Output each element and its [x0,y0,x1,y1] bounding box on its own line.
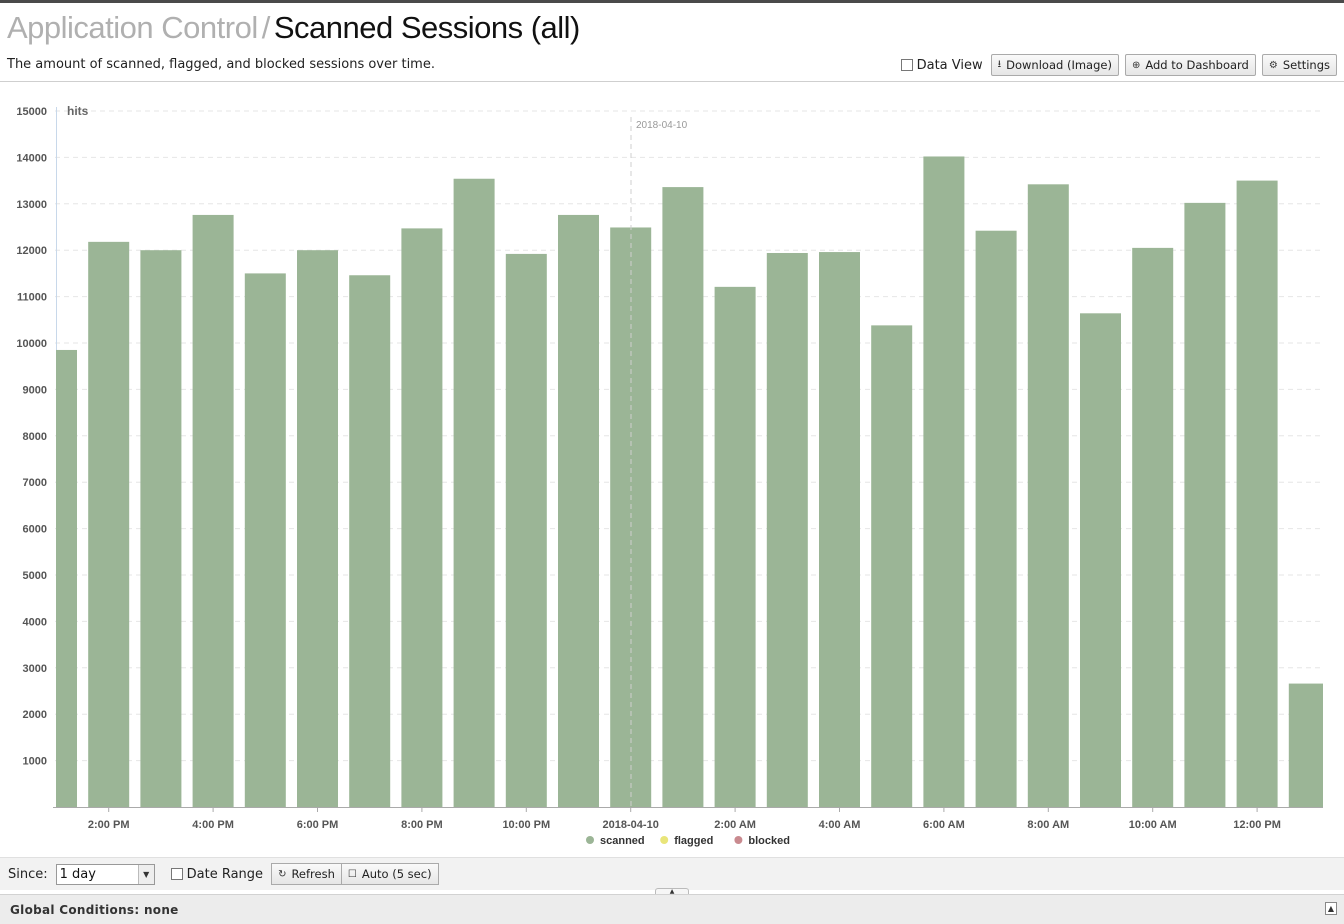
bar-scanned [297,250,338,807]
bar-scanned [453,178,495,807]
bar-scanned [766,252,808,807]
page-header: Application Control / Scanned Sessions (al… [7,8,580,48]
breadcrumb-section[interactable]: Application Control [7,10,258,45]
gear-icon: ⚙ [1268,59,1278,71]
auto-refresh-button[interactable]: ☐ Auto (5 sec) [341,863,439,885]
bar-scanned [56,349,77,807]
since-select[interactable]: 1 day ▼ [55,863,155,885]
y-tick-label: 9000 [23,384,47,396]
since-label: Since: [8,866,48,882]
bar-scanned [401,228,443,808]
panel-resize-handle[interactable]: ▲ [655,888,689,895]
y-tick-label: 15000 [16,106,47,118]
sessions-bar-chart: 1000 2000 3000 4000 5000 6000 7000 8000 9000 1000… [16,104,1323,847]
collapse-icon[interactable]: ▲ [1325,902,1337,915]
y-tick-label: 5000 [23,570,47,582]
x-tick-label: 6:00 AM [923,819,965,831]
x-tick-label: 8:00 PM [401,819,443,831]
chevron-down-icon[interactable]: ▼ [137,864,154,884]
bar-scanned [505,253,547,808]
y-tick-label: 12000 [16,245,47,257]
x-tick-label: 10:00 AM [1129,819,1177,831]
refresh-button[interactable]: ↻ Refresh [271,863,342,885]
legend-marker-blocked [734,836,743,844]
y-tick-label: 1000 [23,756,47,768]
y-tick-label: 6000 [23,524,47,536]
bar-scanned [1132,247,1174,807]
bar-scanned [140,250,182,807]
y-tick-label: 4000 [23,616,47,628]
since-select-value: 1 day [59,866,96,882]
bar-scanned [244,273,286,807]
bar-scanned [88,241,130,807]
x-tick-label: 12:00 PM [1233,819,1281,831]
data-view-label: Data View [916,57,983,73]
time-controls-bar: Since: 1 day ▼ Date Range ↻ Refresh ☐ Au… [0,858,1344,890]
bar-scanned [1080,313,1121,807]
x-tick-label: 6:00 PM [297,819,339,831]
global-conditions-bar[interactable]: Global Conditions: none ▲ [0,894,1344,924]
breadcrumb-separator: / [261,10,271,45]
x-tick-label: 2:00 AM [714,819,756,831]
settings-button[interactable]: ⚙ Settings [1261,54,1337,76]
y-axis-title: hits [67,104,89,118]
report-toolbar: Data View ⭳ Download (Image) ⊕ Add to Da… [900,54,1337,76]
download-icon: ⭳ [997,58,1002,70]
y-tick-label: 14000 [16,152,47,164]
bar-scanned [923,156,965,808]
bar-scanned [558,214,599,807]
page-title: Scanned Sessions (all) [273,10,581,45]
refresh-label: Refresh [291,867,335,881]
x-tick-label: 2018-04-10 [603,819,659,831]
checkbox-icon: ☐ [347,868,357,880]
bar-scanned [1236,180,1278,808]
y-tick-label: 10000 [16,338,47,350]
bar-scanned [871,325,913,807]
x-tick-label: 4:00 PM [192,819,234,831]
add-to-dashboard-button[interactable]: ⊕ Add to Dashboard [1124,54,1256,76]
global-conditions-text: Global Conditions: none [10,902,179,917]
y-tick-label: 2000 [23,709,47,721]
bar-scanned [819,252,860,807]
x-tick-label: 4:00 AM [819,819,861,831]
settings-label: Settings [1282,58,1330,72]
bar-scanned [662,187,704,807]
data-view-toggle[interactable]: Data View [900,57,983,73]
y-tick-label: 7000 [23,477,47,489]
chart-panel: 1000 2000 3000 4000 5000 6000 7000 8000 9000 1000… [0,81,1344,858]
bar-scanned [192,214,234,807]
date-range-label: Date Range [186,866,264,882]
y-tick-label: 13000 [16,199,47,211]
legend-marker-scanned [586,836,594,844]
y-tick-label: 3000 [23,663,47,675]
legend-label-scanned: scanned [600,835,645,847]
bar-scanned [1184,202,1226,807]
date-range-checkbox[interactable] [170,868,183,880]
x-tick-label: 8:00 AM [1027,819,1069,831]
bar-scanned [1027,184,1069,807]
add-to-dashboard-label: Add to Dashboard [1145,58,1249,72]
top-border [0,0,1344,3]
bar-scanned [714,286,756,807]
bar-scanned [1288,683,1323,807]
legend-marker-flagged [660,836,669,844]
refresh-icon: ↻ [278,868,287,880]
x-tick-label: 2:00 PM [88,819,130,831]
download-image-label: Download (Image) [1006,58,1112,72]
bar-scanned [349,275,391,807]
legend-label-flagged: flagged [674,835,713,847]
bar-scanned [975,230,1017,807]
plus-circle-icon: ⊕ [1131,59,1141,71]
auto-refresh-label: Auto (5 sec) [361,867,432,881]
y-tick-label: 11000 [17,292,47,304]
data-view-checkbox[interactable] [900,59,913,71]
report-description: The amount of scanned, flagged, and bloc… [7,57,435,72]
y-tick-label: 8000 [23,431,47,443]
x-tick-label: 10:00 PM [502,819,550,831]
legend-label-blocked: blocked [748,835,790,847]
download-image-button[interactable]: ⭳ Download (Image) [990,54,1119,76]
date-range-toggle[interactable]: Date Range [170,866,264,882]
day-marker-label: 2018-04-10 [636,120,688,131]
refresh-group: ↻ Refresh ☐ Auto (5 sec) [271,863,439,885]
